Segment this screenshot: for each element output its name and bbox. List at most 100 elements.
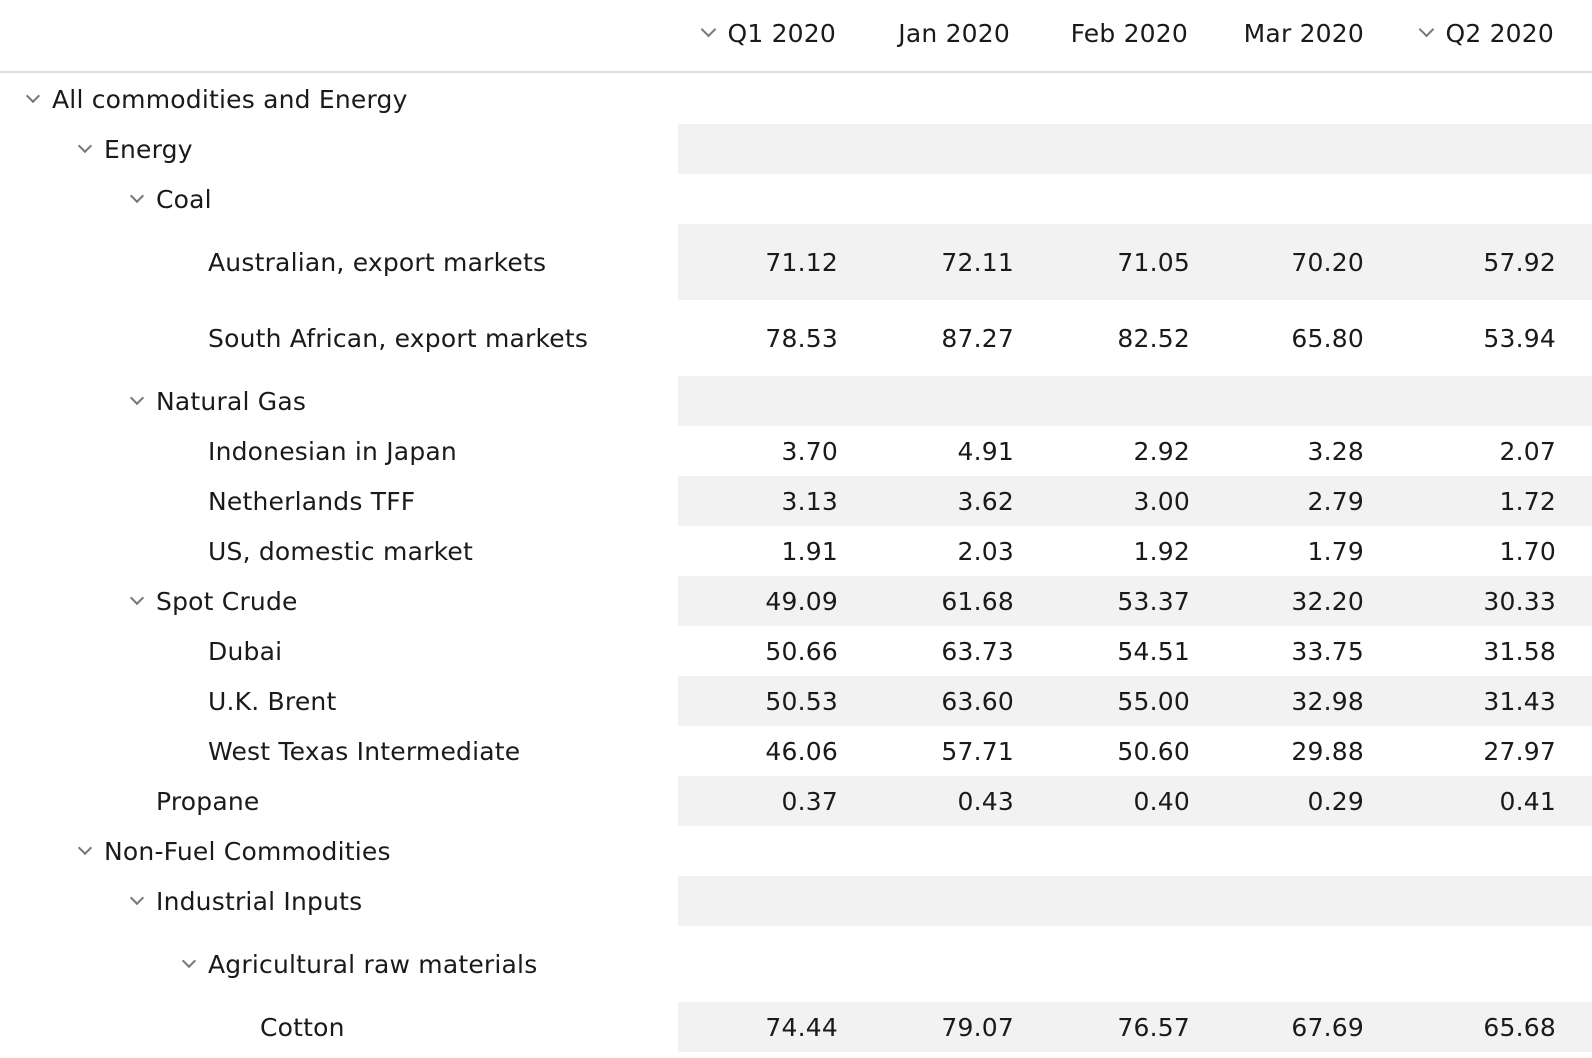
- value-cell-q2-2020: 2.07: [1499, 436, 1556, 466]
- row-band: [678, 676, 1592, 726]
- column-header-jan-2020[interactable]: Jan 2020: [898, 0, 1010, 66]
- row-label[interactable]: Coal: [156, 184, 212, 214]
- table-row: West Texas Intermediate 46.06 57.71 50.60 29…: [0, 726, 1592, 776]
- value-cell-q1-2020: 49.09: [765, 586, 838, 616]
- row-label: Cotton: [260, 1012, 345, 1042]
- value-cell-q2-2020: 27.97: [1483, 736, 1556, 766]
- column-header-label: Q2 2020: [1445, 18, 1554, 48]
- row-toggle[interactable]: [72, 826, 98, 876]
- column-header-q1-2020[interactable]: Q1 2020: [701, 0, 836, 66]
- table-row: Non-Fuel Commodities: [0, 826, 1592, 876]
- value-cell-jan-2020: 63.73: [941, 636, 1014, 666]
- chevron-down-icon[interactable]: [181, 953, 197, 969]
- column-header-q2-2020[interactable]: Q2 2020: [1419, 0, 1554, 66]
- row-label[interactable]: Agricultural raw materials: [208, 949, 538, 979]
- value-cell-q1-2020: 0.37: [781, 786, 838, 816]
- value-cell-q1-2020: 50.53: [765, 686, 838, 716]
- table-row: Agricultural raw materials: [0, 926, 1592, 1002]
- row-toggle[interactable]: [124, 376, 150, 426]
- value-cell-q1-2020: 46.06: [765, 736, 838, 766]
- value-cell-feb-2020: 76.57: [1117, 1012, 1190, 1042]
- chevron-down-icon[interactable]: [1419, 21, 1435, 37]
- value-cell-feb-2020: 82.52: [1117, 323, 1190, 353]
- value-cell-mar-2020: 2.79: [1307, 486, 1364, 516]
- table-row: Propane 0.37 0.43 0.40 0.29 0.41: [0, 776, 1592, 826]
- row-label[interactable]: Non-Fuel Commodities: [104, 836, 391, 866]
- table-row: Netherlands TFF 3.13 3.62 3.00 2.79 1.72: [0, 476, 1592, 526]
- row-label[interactable]: All commodities and Energy: [52, 84, 408, 114]
- column-header-label: Jan 2020: [898, 18, 1010, 48]
- row-label: Indonesian in Japan: [208, 436, 457, 466]
- value-cell-q2-2020: 1.70: [1499, 536, 1556, 566]
- value-cell-jan-2020: 61.68: [941, 586, 1014, 616]
- row-label: U.K. Brent: [208, 686, 337, 716]
- column-header-mar-2020[interactable]: Mar 2020: [1244, 0, 1364, 66]
- value-cell-feb-2020: 54.51: [1117, 636, 1190, 666]
- chevron-down-icon[interactable]: [129, 590, 145, 606]
- value-cell-mar-2020: 32.98: [1291, 686, 1364, 716]
- value-cell-jan-2020: 87.27: [941, 323, 1014, 353]
- chevron-down-icon[interactable]: [129, 390, 145, 406]
- row-toggle[interactable]: [20, 75, 46, 123]
- row-toggle[interactable]: [124, 174, 150, 224]
- row-label: Netherlands TFF: [208, 486, 416, 516]
- value-cell-q1-2020: 74.44: [765, 1012, 838, 1042]
- value-cell-q2-2020: 31.58: [1483, 636, 1556, 666]
- value-cell-q1-2020: 71.12: [765, 247, 838, 277]
- row-band: [678, 224, 1592, 300]
- chevron-down-icon[interactable]: [701, 21, 717, 37]
- table-row: Cotton 74.44 79.07 76.57 67.69 65.68: [0, 1002, 1592, 1052]
- value-cell-q2-2020: 0.41: [1499, 786, 1556, 816]
- value-cell-jan-2020: 57.71: [941, 736, 1014, 766]
- column-header-label: Mar 2020: [1243, 18, 1364, 48]
- row-toggle[interactable]: [124, 576, 150, 626]
- row-label: Australian, export markets: [208, 247, 547, 277]
- value-cell-feb-2020: 1.92: [1133, 536, 1190, 566]
- row-label[interactable]: Industrial Inputs: [156, 886, 363, 916]
- chevron-down-icon[interactable]: [129, 890, 145, 906]
- table-row: U.K. Brent 50.53 63.60 55.00 32.98 31.43: [0, 676, 1592, 726]
- row-band: [678, 1002, 1592, 1052]
- value-cell-q2-2020: 57.92: [1483, 247, 1556, 277]
- value-cell-q2-2020: 30.33: [1483, 586, 1556, 616]
- value-cell-jan-2020: 2.03: [957, 536, 1014, 566]
- row-label[interactable]: Energy: [104, 134, 193, 164]
- row-band: [678, 476, 1592, 526]
- table-row: Energy: [0, 124, 1592, 174]
- value-cell-q1-2020: 78.53: [765, 323, 838, 353]
- table-row: All commodities and Energy: [0, 75, 1592, 123]
- chevron-down-icon[interactable]: [25, 88, 41, 104]
- value-cell-mar-2020: 65.80: [1291, 323, 1364, 353]
- value-cell-jan-2020: 4.91: [957, 436, 1014, 466]
- value-cell-jan-2020: 79.07: [941, 1012, 1014, 1042]
- row-band: [678, 376, 1592, 426]
- column-header-bar: Q1 2020 Jan 2020 Feb 2020 Mar 2020 Q2 2020: [0, 0, 1592, 73]
- value-cell-feb-2020: 55.00: [1117, 686, 1190, 716]
- value-cell-mar-2020: 70.20: [1291, 247, 1364, 277]
- chevron-down-icon[interactable]: [77, 840, 93, 856]
- table-row: Industrial Inputs: [0, 876, 1592, 926]
- row-band: [678, 124, 1592, 174]
- value-cell-feb-2020: 53.37: [1117, 586, 1190, 616]
- value-cell-mar-2020: 0.29: [1307, 786, 1364, 816]
- column-header-feb-2020[interactable]: Feb 2020: [1071, 0, 1188, 66]
- row-band: [678, 776, 1592, 826]
- row-toggle[interactable]: [176, 926, 202, 1002]
- value-cell-q1-2020: 3.13: [781, 486, 838, 516]
- value-cell-q1-2020: 50.66: [765, 636, 838, 666]
- chevron-down-icon[interactable]: [129, 188, 145, 204]
- table-row: Australian, export markets 71.12 72.11 71.0…: [0, 224, 1592, 300]
- row-label[interactable]: Spot Crude: [156, 586, 298, 616]
- row-toggle[interactable]: [72, 124, 98, 174]
- value-cell-feb-2020: 71.05: [1117, 247, 1190, 277]
- value-cell-mar-2020: 32.20: [1291, 586, 1364, 616]
- value-cell-q2-2020: 31.43: [1483, 686, 1556, 716]
- chevron-down-icon[interactable]: [77, 138, 93, 154]
- table-row: Natural Gas: [0, 376, 1592, 426]
- value-cell-feb-2020: 50.60: [1117, 736, 1190, 766]
- value-cell-mar-2020: 67.69: [1291, 1012, 1364, 1042]
- row-label: US, domestic market: [208, 536, 473, 566]
- row-toggle[interactable]: [124, 876, 150, 926]
- row-label[interactable]: Natural Gas: [156, 386, 307, 416]
- table-row: South African, export markets 78.53 87.27 8…: [0, 300, 1592, 376]
